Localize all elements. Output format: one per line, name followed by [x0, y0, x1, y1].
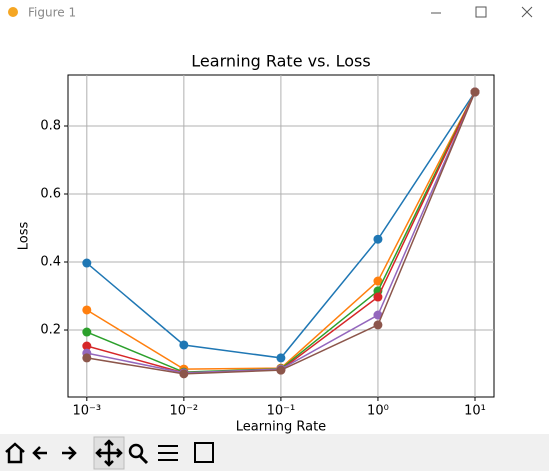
x-tick-label: 10⁻¹ — [267, 404, 296, 419]
data-point — [470, 87, 480, 97]
chart-title: Learning Rate vs. Loss — [191, 52, 370, 71]
zoom-handle — [138, 454, 149, 465]
data-point — [373, 276, 383, 286]
data-point — [82, 305, 92, 315]
x-tick-label: 10⁻³ — [72, 404, 101, 419]
data-point — [373, 234, 383, 244]
title-bar-bg — [0, 0, 549, 26]
data-point — [82, 258, 92, 268]
back-button[interactable] — [32, 446, 47, 460]
x-tick-label: 10⁻² — [170, 404, 199, 419]
x-tick-label: 10⁰ — [367, 404, 389, 419]
data-point — [373, 310, 383, 320]
data-point — [82, 341, 92, 351]
app-icon — [8, 7, 18, 17]
maximize-button[interactable] — [475, 6, 487, 18]
y-tick-label: 0.6 — [40, 187, 61, 202]
zoom-button[interactable] — [128, 443, 144, 459]
y-tick-label: 0.4 — [40, 255, 61, 270]
x-tick-label: 10¹ — [464, 404, 486, 419]
data-point — [276, 353, 286, 363]
y-axis-label: Loss — [17, 222, 32, 251]
title-bar: Figure 1 — [0, 0, 549, 26]
home-button[interactable] — [5, 442, 25, 464]
configure-button[interactable] — [158, 445, 178, 461]
y-tick-label: 0.8 — [40, 119, 61, 134]
data-point — [82, 353, 92, 363]
y-tick-label: 0.2 — [40, 323, 61, 338]
window-title: Figure 1 — [28, 6, 76, 20]
data-point — [373, 292, 383, 302]
forward-button[interactable] — [62, 446, 77, 460]
toolbar — [0, 434, 549, 471]
save-button[interactable] — [194, 442, 214, 463]
data-point — [179, 340, 189, 350]
data-point — [373, 320, 383, 330]
x-axis-label: Learning Rate — [236, 420, 326, 435]
data-point — [276, 365, 286, 375]
pan-button[interactable] — [95, 439, 123, 467]
toolbar-bg — [0, 434, 549, 471]
data-point — [179, 369, 189, 379]
close-button[interactable] — [521, 6, 533, 18]
data-point — [82, 327, 92, 337]
